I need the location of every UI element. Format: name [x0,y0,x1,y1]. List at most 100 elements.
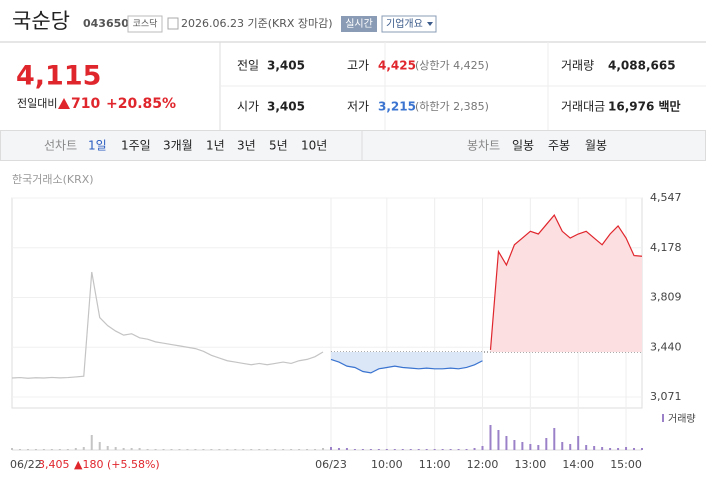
x-tick-label: 10:00 [371,458,403,471]
x-tick-label: 06/23 [315,458,347,471]
volume-bar [210,449,213,450]
volume-bar [489,425,492,450]
candle-tab[interactable]: 주봉 [548,139,570,153]
volume-bar [385,449,388,450]
change-pct: +20.85% [106,96,176,112]
volume-bar [505,436,508,450]
area [330,351,483,373]
volume-bar [481,446,484,450]
volume-bar [282,449,285,450]
volume-bar [50,449,53,450]
realtime[interactable]: 실시간 [345,18,373,30]
volume-bar [401,449,404,450]
volume-bar [497,430,500,450]
volume-bar [433,449,436,450]
stat-extra: (하한가 2,385) [415,99,489,113]
stat-label: 거래대금 [561,100,605,114]
volume-bar [258,449,261,450]
x-tick-label: 14:00 [562,458,594,471]
volume-bar [74,448,77,450]
period-tab[interactable]: 1년 [206,139,225,153]
volume-bar [146,449,149,450]
volume-bar [457,449,460,450]
candle-chart-label: 봉차트 [467,139,500,153]
x-tick-label: 06/22 [10,458,42,471]
stat-value: 4,425 [378,59,416,73]
volume-bar [170,449,173,450]
volume-bar [178,449,181,450]
y-tick-label: 3,440 [650,340,682,353]
period-tab[interactable]: 1주일 [121,139,151,153]
volume-bar [34,449,37,450]
volume-bar [90,435,93,450]
period-tab[interactable]: 3개월 [163,139,193,153]
volume-bar [130,448,133,450]
volume-bar [609,448,612,450]
volume-bar [465,449,468,450]
candle-tab[interactable]: 월봉 [585,139,607,153]
volume-bar [322,448,325,450]
stat-label: 거래량 [561,59,594,73]
change: 710 [71,96,100,112]
volume-bar [274,449,277,450]
volume-bar [577,436,580,450]
price-line [489,214,643,350]
volume-bar [122,448,125,450]
line-chart-label: 선차트 [44,139,77,153]
change-label: 전일대비 [17,96,57,110]
volume-bar [186,449,189,450]
volume-bar [82,447,85,450]
volume-bar [194,449,197,450]
price: 4,115 [16,61,101,92]
dropdown-arrow [427,22,433,26]
volume-bar [553,428,556,450]
y-tick-label: 4,178 [650,241,682,254]
volume-bar [329,447,332,450]
stock-code: 043650 [83,17,129,30]
volume-bar [417,449,420,450]
period-tab[interactable]: 5년 [269,139,288,153]
period-tab[interactable]: 3년 [237,139,256,153]
x-tick-label: 15:00 [610,458,642,471]
y-tick-label: 3,809 [650,291,682,304]
market: 코스닥 [133,19,158,30]
company-button[interactable] [381,15,437,33]
stat-label: 고가 [347,59,369,73]
period-tab[interactable]: 10년 [301,139,327,153]
volume-bar [641,448,643,450]
volume-bar [601,447,604,450]
volume-bar [537,445,540,450]
volume-bar [593,446,596,450]
area [490,215,642,352]
volume-bar [633,448,636,450]
period-tab[interactable]: 1일 [88,139,107,153]
volume-bar [361,449,364,450]
volume-bar [11,448,13,450]
realtime-button[interactable] [341,16,377,32]
volume-bar [545,438,548,450]
tab-bar [0,130,706,161]
stat-value: 16,976 백만 [608,99,681,114]
volume-bar [425,449,428,450]
date: 2026.06.23 기준(KRX 장마감) [181,17,333,30]
volume-bar [202,449,205,450]
x-tick-label: 12:00 [467,458,499,471]
x-tick-label: 13:00 [515,458,547,471]
market-badge [127,15,163,33]
up-icon [58,98,70,109]
volume-bar [345,448,348,450]
legend-swatch [662,414,664,422]
stat-value: 3,405 [267,100,305,114]
candle-tab[interactable]: 일봉 [512,139,534,153]
stat-label: 저가 [347,100,369,114]
volume-bar [218,449,221,450]
stat-value: 4,088,665 [608,59,676,73]
volume-bar [154,449,157,450]
stat-value: 3,405 [267,59,305,73]
prev-info: 3,405 [38,458,70,471]
volume-bar [98,442,101,450]
company[interactable]: 기업개요 [386,17,423,30]
volume-bar [473,448,476,450]
volume-bar [337,448,340,450]
